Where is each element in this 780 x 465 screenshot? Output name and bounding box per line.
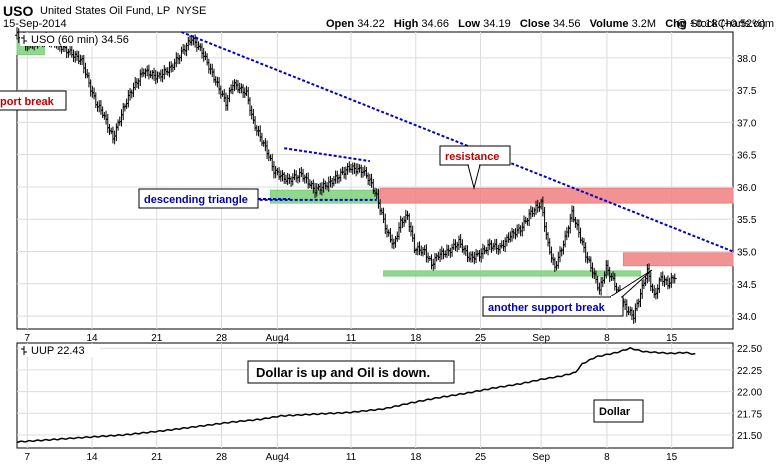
annotation-port-break-text: port break bbox=[0, 96, 55, 108]
uso-x-tick: Sep bbox=[532, 333, 550, 344]
uup-y-tick: 22.00 bbox=[737, 388, 762, 399]
uso-y-tick-labels: 34.0 34.5 35.0 35.5 36.0 36.5 37.0 37.5 38.0 bbox=[737, 54, 757, 323]
close-value: 34.56 bbox=[552, 18, 581, 30]
uup-y-tick: 21.50 bbox=[737, 431, 762, 442]
uup-x-tick: 15 bbox=[666, 452, 678, 463]
uso-x-tick: 21 bbox=[151, 333, 163, 344]
uup-x-tick: 7 bbox=[24, 452, 30, 463]
uso-x-tick: 11 bbox=[346, 333, 357, 344]
uso-legend: USO (60 min) 34.56 bbox=[20, 33, 148, 46]
uup-x-tick: 8 bbox=[604, 452, 610, 463]
uup-y-tick: 21.75 bbox=[737, 409, 762, 420]
uup-x-tick: 28 bbox=[216, 452, 228, 463]
ohlc-legend-icon bbox=[21, 35, 27, 44]
open-label: Open bbox=[326, 18, 355, 30]
uso-y-tick: 34.5 bbox=[737, 280, 757, 291]
uso-x-tick: 28 bbox=[216, 333, 228, 344]
uso-x-tick: 8 bbox=[604, 333, 610, 344]
uup-x-tick-labels: 7 14 21 28 Aug4 11 18 25 Sep 8 15 bbox=[24, 452, 677, 463]
uso-x-tick-labels: 7 14 21 28 Aug4 11 18 25 Sep 8 15 bbox=[24, 333, 677, 344]
uso-panel: 34.0 34.5 35.0 35.5 36.0 36.5 37.0 37.5 38.0 7 14… bbox=[0, 27, 757, 344]
uso-y-tick: 38.0 bbox=[737, 54, 757, 65]
uso-y-tick: 35.0 bbox=[737, 248, 757, 259]
fund-name: United States Oil Fund, LP NYSE bbox=[40, 5, 206, 17]
uso-x-tick: 25 bbox=[475, 333, 487, 344]
uup-x-tick: 25 bbox=[475, 452, 487, 463]
uup-x-tick: 21 bbox=[151, 452, 163, 463]
volume-label: Volume bbox=[589, 18, 629, 30]
uso-y-tick: 37.0 bbox=[737, 118, 757, 129]
zone-rect bbox=[383, 270, 642, 277]
uso-grid bbox=[17, 32, 733, 329]
uup-panel: 21.50 21.75 22.00 22.25 22.50 7 14 21 28 Aug4 11 1… bbox=[16, 342, 762, 463]
annotation-dollar: Dollar bbox=[593, 399, 644, 423]
zone-rect bbox=[270, 189, 381, 204]
high-label: High bbox=[393, 18, 419, 30]
uup-series-line bbox=[16, 346, 696, 444]
trendline bbox=[181, 31, 734, 253]
uup-y-tick: 22.50 bbox=[737, 344, 762, 355]
uup-x-tick: 18 bbox=[410, 452, 422, 463]
uso-x-tick: 7 bbox=[24, 333, 30, 344]
watermark: @ StockCharts.com bbox=[676, 18, 774, 30]
annotation-descending-triangle-text: descending triangle bbox=[144, 194, 248, 206]
chg-value: +0.18 (+0.52%) bbox=[689, 18, 766, 30]
open-value: 34.22 bbox=[357, 18, 385, 30]
uso-trendlines bbox=[181, 31, 734, 253]
uso-x-tick: 14 bbox=[86, 333, 98, 344]
uso-y-tick: 36.0 bbox=[737, 183, 757, 194]
exchange: NYSE bbox=[176, 5, 207, 17]
uup-legend-text: UUP 22.43 bbox=[31, 345, 85, 357]
annotation-another-support-break: another support break bbox=[482, 269, 653, 317]
uso-zones bbox=[16, 37, 734, 277]
fund-name-text: United States Oil Fund, LP bbox=[40, 5, 171, 17]
uup-price-line bbox=[16, 346, 696, 444]
chg-label: Chg bbox=[665, 18, 687, 30]
uso-y-tick: 35.5 bbox=[737, 215, 757, 226]
volume-value: 3.2M bbox=[631, 18, 657, 30]
annotation-resistance-text: resistance bbox=[445, 151, 499, 163]
annotation-descending-triangle: descending triangle bbox=[138, 188, 290, 209]
uup-y-tick-labels: 21.50 21.75 22.00 22.25 22.50 bbox=[737, 344, 762, 442]
uup-legend: UUP 22.43 bbox=[20, 344, 100, 357]
uso-x-tick: Aug4 bbox=[266, 333, 290, 344]
ohlc-legend-icon bbox=[21, 346, 27, 355]
triangle-upper-line bbox=[284, 147, 371, 163]
uso-y-tick: 36.5 bbox=[737, 151, 757, 162]
uup-x-tick: Aug4 bbox=[266, 452, 290, 463]
quote-line: Open 34.22 High 34.66 Low 34.19 Close 34… bbox=[326, 18, 766, 30]
annotation-port-break: port break bbox=[0, 90, 67, 111]
uup-x-tick: 14 bbox=[86, 452, 98, 463]
uso-x-tick: 15 bbox=[666, 333, 678, 344]
high-value: 34.66 bbox=[421, 18, 449, 30]
uso-y-tick: 34.0 bbox=[737, 312, 757, 323]
zone-rect bbox=[622, 252, 734, 267]
low-value: 34.19 bbox=[483, 18, 511, 30]
uup-plot-frame bbox=[16, 342, 734, 449]
annotation-dollar-up-oil-down-text: Dollar is up and Oil is down. bbox=[256, 365, 430, 380]
chart-date: 15-Sep-2014 bbox=[3, 18, 67, 30]
uso-legend-text: USO (60 min) 34.56 bbox=[31, 34, 129, 46]
uup-x-tick: Sep bbox=[532, 452, 550, 463]
low-label: Low bbox=[458, 18, 481, 30]
uso-plot-frame bbox=[16, 31, 734, 330]
symbol: USO bbox=[3, 3, 34, 19]
annotation-dollar-up-oil-down: Dollar is up and Oil is down. bbox=[247, 360, 455, 384]
zone-rect bbox=[379, 187, 734, 204]
annotation-resistance: resistance bbox=[439, 145, 511, 190]
chart-header: USO United States Oil Fund, LP NYSE 15-S… bbox=[0, 0, 780, 32]
uup-y-tick: 22.25 bbox=[737, 366, 762, 377]
annotation-another-support-break-text: another support break bbox=[488, 302, 606, 314]
annotation-dollar-text: Dollar bbox=[599, 406, 631, 418]
uso-x-tick: 18 bbox=[410, 333, 422, 344]
close-label: Close bbox=[519, 18, 550, 30]
uso-y-tick: 37.5 bbox=[737, 86, 757, 97]
uup-x-tick: 11 bbox=[346, 452, 357, 463]
